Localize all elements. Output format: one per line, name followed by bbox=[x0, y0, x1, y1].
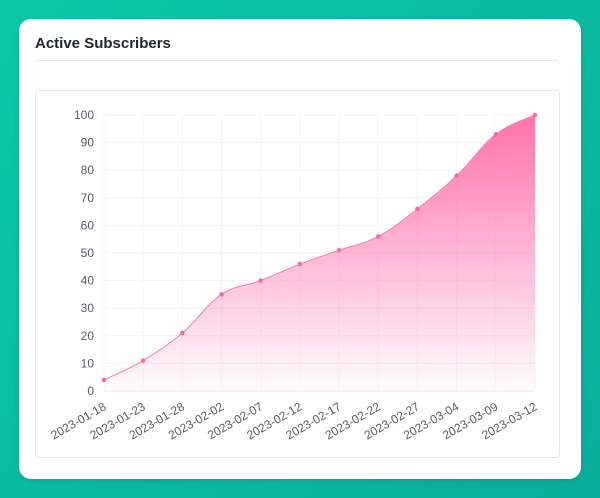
data-point-2023-02-22[interactable] bbox=[375, 234, 381, 239]
chart-card: Active Subscribers 0 10 20 30 40 50 60 70 80 90 10… bbox=[19, 19, 581, 479]
x-axis: 2023-01-182023-01-232023-01-282023-02-02… bbox=[48, 399, 539, 442]
data-point-2023-03-12[interactable] bbox=[532, 112, 538, 118]
area-fill bbox=[104, 115, 535, 391]
data-point-2023-01-23[interactable] bbox=[140, 358, 146, 363]
data-point-2023-01-28[interactable] bbox=[180, 330, 185, 336]
y-tick-label: 60 bbox=[81, 218, 95, 232]
y-axis: 0 10 20 30 40 50 60 70 80 90 100 bbox=[74, 108, 94, 398]
series-points bbox=[101, 112, 538, 383]
y-tick-label: 50 bbox=[81, 246, 95, 260]
series-area bbox=[103, 114, 536, 391]
y-tick-label: 20 bbox=[81, 329, 95, 343]
data-point-2023-03-04[interactable] bbox=[454, 173, 459, 179]
y-tick-label: 30 bbox=[81, 301, 95, 315]
card-title: Active Subscribers bbox=[35, 35, 171, 52]
y-tick-label: 40 bbox=[81, 274, 95, 288]
y-tick-label: 80 bbox=[81, 163, 95, 177]
data-point-2023-02-12[interactable] bbox=[297, 261, 303, 267]
y-tick-label: 90 bbox=[81, 136, 95, 150]
chart-container: 0 10 20 30 40 50 60 70 80 90 100 2023-01-18 2023-01… bbox=[35, 90, 560, 458]
title-divider bbox=[35, 60, 558, 61]
y-tick-label: 10 bbox=[81, 356, 95, 370]
data-point-2023-02-27[interactable] bbox=[415, 206, 420, 212]
series-line bbox=[103, 114, 536, 381]
y-tick-label: 0 bbox=[87, 384, 94, 398]
data-point-2023-02-07[interactable] bbox=[258, 278, 264, 283]
y-tick-label: 70 bbox=[81, 191, 95, 205]
data-point-2023-02-17[interactable] bbox=[336, 247, 342, 253]
data-point-2023-02-02[interactable] bbox=[219, 292, 224, 297]
data-point-2023-03-09[interactable] bbox=[493, 132, 499, 137]
y-tick-label: 100 bbox=[74, 108, 94, 122]
data-point-2023-01-18[interactable] bbox=[101, 377, 107, 383]
area-chart: 0 10 20 30 40 50 60 70 80 90 100 2023-01-182023-01… bbox=[48, 108, 539, 442]
